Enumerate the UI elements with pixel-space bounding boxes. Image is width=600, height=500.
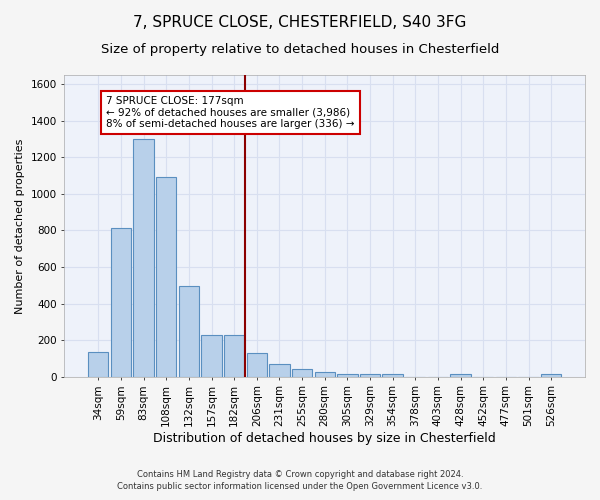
Bar [111, 228, 131, 376]
Text: 7, SPRUCE CLOSE, CHESTERFIELD, S40 3FG: 7, SPRUCE CLOSE, CHESTERFIELD, S40 3FG [133, 15, 467, 30]
Text: Contains public sector information licensed under the Open Government Licence v3: Contains public sector information licen… [118, 482, 482, 491]
Text: 7 SPRUCE CLOSE: 177sqm
← 92% of detached houses are smaller (3,986)
8% of semi-d: 7 SPRUCE CLOSE: 177sqm ← 92% of detached… [106, 96, 355, 129]
Text: Size of property relative to detached houses in Chesterfield: Size of property relative to detached ho… [101, 42, 499, 56]
Bar [337, 374, 358, 376]
Bar [541, 374, 562, 376]
Bar [360, 374, 380, 376]
Y-axis label: Number of detached properties: Number of detached properties [15, 138, 25, 314]
Bar [247, 353, 267, 376]
Bar [133, 139, 154, 376]
Bar [179, 286, 199, 376]
Bar [314, 372, 335, 376]
Bar [156, 178, 176, 376]
Bar [451, 374, 471, 376]
Bar [269, 364, 290, 376]
Bar [382, 374, 403, 376]
Bar [292, 370, 312, 376]
Bar [202, 334, 221, 376]
Text: Contains HM Land Registry data © Crown copyright and database right 2024.: Contains HM Land Registry data © Crown c… [137, 470, 463, 479]
X-axis label: Distribution of detached houses by size in Chesterfield: Distribution of detached houses by size … [154, 432, 496, 445]
Bar [88, 352, 109, 376]
Bar [224, 334, 244, 376]
